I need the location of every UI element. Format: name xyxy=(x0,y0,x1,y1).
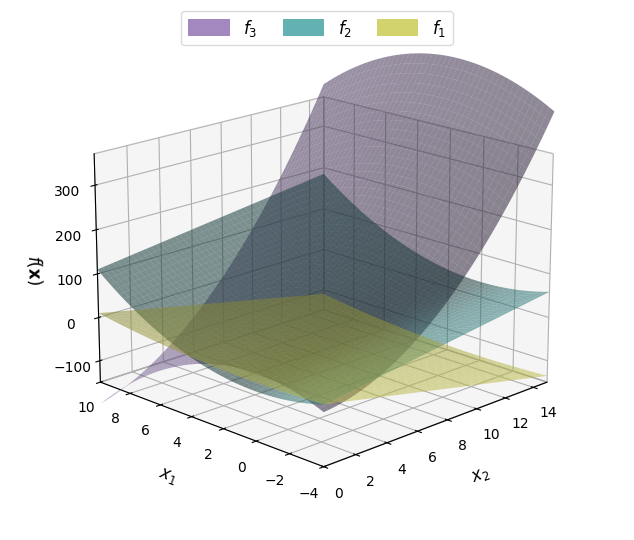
Y-axis label: $x_1$: $x_1$ xyxy=(155,464,179,487)
X-axis label: $x_2$: $x_2$ xyxy=(468,464,492,487)
Legend: $f_3$, $f_2$, $f_1$: $f_3$, $f_2$, $f_1$ xyxy=(181,11,453,45)
